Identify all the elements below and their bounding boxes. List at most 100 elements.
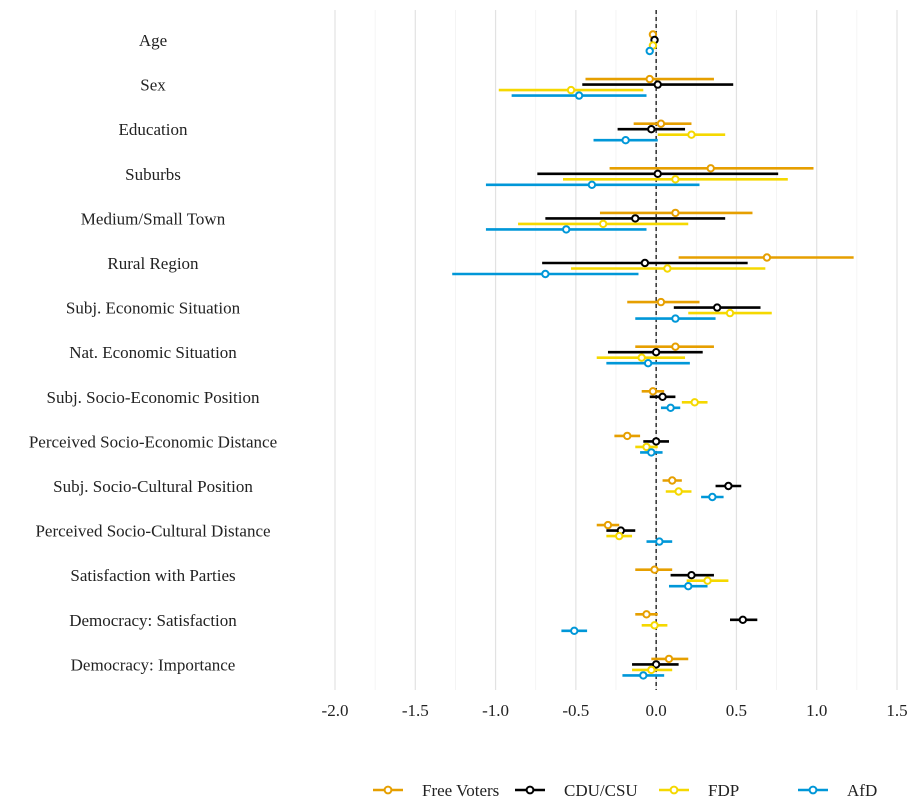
point-estimate [647, 665, 656, 675]
point-estimate [656, 297, 666, 307]
point-estimate [651, 348, 661, 357]
point-estimate [708, 492, 717, 502]
point-estimate [642, 442, 651, 452]
point-estimate [658, 392, 667, 401]
series-fdp [498, 41, 788, 675]
category-label: Subj. Socio-Economic Position [47, 388, 260, 407]
point-estimate [623, 431, 632, 441]
legend-key-point [383, 785, 393, 795]
category-label: Rural Region [107, 254, 199, 273]
point-estimate [725, 308, 735, 318]
point-estimate [643, 359, 653, 368]
point-estimate [541, 269, 550, 279]
legend-item: FDP [659, 781, 739, 799]
category-label: Medium/Small Town [81, 209, 226, 228]
point-estimate [653, 80, 662, 89]
point-estimate [639, 671, 648, 680]
point-estimate [690, 398, 699, 407]
point-estimate [651, 437, 661, 446]
point-estimate [603, 520, 613, 530]
x-tick-label: 0.5 [726, 701, 747, 720]
point-estimate [570, 626, 579, 635]
point-estimate [671, 175, 680, 184]
category-labels: Age Sex Education Suburbs Medium/Small Town R… [29, 31, 277, 674]
point-estimate [650, 565, 659, 574]
point-estimate [653, 169, 662, 179]
category-label: Nat. Economic Situation [69, 343, 237, 362]
category-label: Perceived Socio-Economic Distance [29, 432, 277, 451]
category-label: Satisfaction with Parties [70, 566, 235, 585]
point-estimate [703, 576, 712, 585]
x-tick-label: 1.5 [886, 701, 907, 720]
legend-item: AfD [798, 781, 877, 799]
x-tick-label: 1.0 [806, 701, 827, 720]
legend-label: CDU/CSU [564, 781, 638, 799]
point-estimate [666, 403, 675, 412]
category-label: Education [119, 120, 188, 139]
point-estimate [645, 74, 654, 84]
series-free-voters [585, 30, 854, 664]
x-tick-label: -1.5 [402, 701, 429, 720]
legend-key-point [808, 785, 818, 795]
x-axis-tick-labels: -2.0 -1.5 -1.0 -0.5 0.0 0.5 1.0 1.5 [322, 701, 908, 720]
point-estimate [724, 481, 733, 491]
series-cdu-csu [537, 35, 779, 669]
point-estimate [637, 353, 646, 362]
category-label: Suburbs [125, 165, 181, 184]
x-tick-label: -0.5 [562, 701, 589, 720]
point-estimate [671, 208, 680, 218]
category-label: Democracy: Importance [71, 655, 236, 674]
legend-key-point [525, 785, 535, 795]
point-estimate [615, 531, 624, 541]
legend: Free Voters CDU/CSU FDP AfD [373, 781, 877, 799]
point-estimate [642, 610, 651, 619]
point-estimate [566, 85, 576, 95]
legend-item: Free Voters [373, 781, 499, 799]
point-estimate [687, 571, 696, 580]
point-estimate [651, 660, 661, 669]
category-label: Democracy: Satisfaction [69, 611, 237, 630]
point-estimate [671, 314, 680, 323]
point-estimate [664, 654, 674, 664]
point-estimate [656, 119, 666, 128]
point-estimate [645, 46, 654, 56]
legend-label: AfD [847, 781, 877, 799]
point-estimate [684, 582, 693, 591]
point-estimate [598, 219, 608, 229]
point-estimate [587, 180, 597, 190]
point-estimate [640, 258, 650, 268]
point-estimate [762, 253, 772, 262]
point-estimate [668, 476, 677, 485]
point-estimate [562, 225, 571, 234]
x-tick-label: -1.0 [482, 701, 509, 720]
legend-label: FDP [708, 781, 739, 799]
x-tick-label: 0.0 [646, 701, 667, 720]
point-estimate [647, 125, 656, 134]
legend-label: Free Voters [422, 781, 499, 799]
point-estimate [674, 487, 683, 496]
series-afd [452, 46, 724, 680]
legend-item: CDU/CSU [515, 781, 638, 799]
legend-key-point [669, 785, 679, 795]
point-estimate [650, 621, 659, 630]
point-estimate [671, 342, 680, 351]
category-label: Subj. Socio-Cultural Position [53, 477, 253, 496]
point-estimate [631, 214, 640, 223]
series-marks [452, 30, 854, 680]
x-tick-label: -2.0 [322, 701, 349, 720]
point-estimate [648, 387, 658, 396]
point-estimate [647, 448, 656, 457]
point-estimate [712, 303, 722, 312]
point-estimate [655, 537, 664, 546]
point-estimate [706, 164, 715, 173]
point-estimate [687, 130, 696, 139]
category-label: Perceived Socio-Cultural Distance [35, 522, 270, 541]
gridlines [334, 10, 898, 690]
point-estimate [574, 91, 584, 100]
point-estimate [663, 264, 672, 273]
point-estimate [738, 615, 748, 624]
category-label: Sex [140, 76, 166, 95]
category-label: Subj. Economic Situation [66, 299, 241, 318]
category-label: Age [139, 31, 167, 50]
